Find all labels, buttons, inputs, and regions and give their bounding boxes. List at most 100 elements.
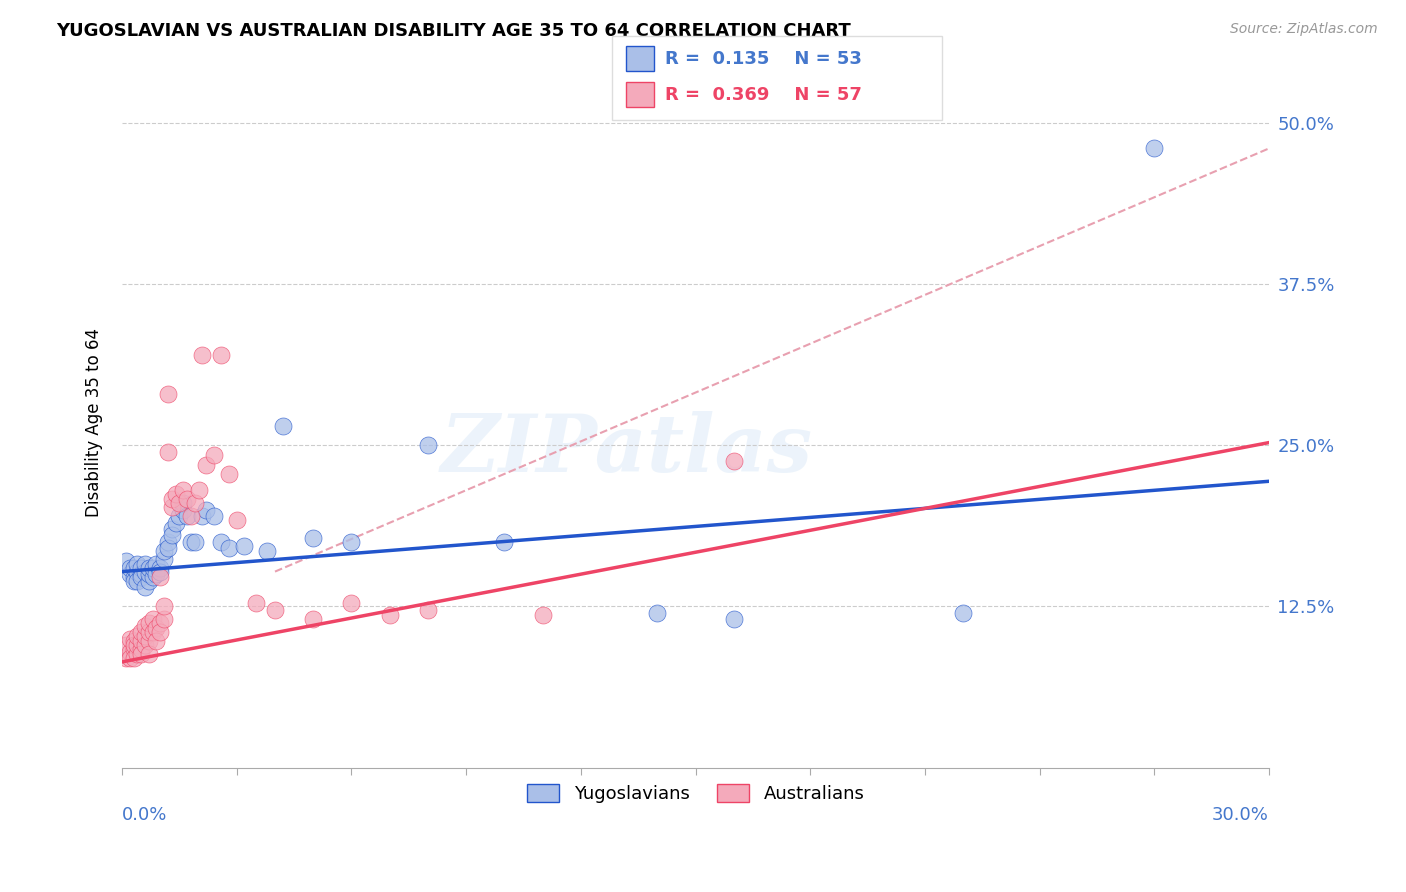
Point	[129, 625, 152, 640]
Point	[118, 632, 141, 646]
Point	[225, 513, 247, 527]
Point	[149, 625, 172, 640]
Point	[149, 565, 172, 579]
Point	[129, 647, 152, 661]
Point	[153, 551, 176, 566]
Point	[127, 574, 149, 588]
Point	[723, 612, 745, 626]
Point	[134, 619, 156, 633]
Point	[264, 603, 287, 617]
Point	[129, 570, 152, 584]
Point	[160, 528, 183, 542]
Y-axis label: Disability Age 35 to 64: Disability Age 35 to 64	[86, 328, 103, 517]
Point	[122, 570, 145, 584]
Point	[723, 453, 745, 467]
Point	[127, 629, 149, 643]
Point	[134, 557, 156, 571]
Point	[138, 625, 160, 640]
Point	[211, 348, 233, 362]
Point	[149, 616, 172, 631]
Point	[153, 612, 176, 626]
Point	[122, 651, 145, 665]
Point	[149, 560, 172, 574]
Point	[127, 638, 149, 652]
Point	[233, 539, 256, 553]
Point	[138, 567, 160, 582]
Point	[122, 638, 145, 652]
Point	[180, 535, 202, 549]
Point	[149, 570, 172, 584]
Text: YUGOSLAVIAN VS AUSTRALIAN DISABILITY AGE 35 TO 64 CORRELATION CHART: YUGOSLAVIAN VS AUSTRALIAN DISABILITY AGE…	[56, 22, 851, 40]
Point	[134, 629, 156, 643]
Point	[183, 496, 205, 510]
Point	[172, 496, 194, 510]
Point	[127, 647, 149, 661]
Point	[138, 560, 160, 574]
Point	[165, 487, 187, 501]
Point	[118, 560, 141, 574]
Point	[138, 647, 160, 661]
Point	[142, 560, 165, 574]
Point	[145, 621, 167, 635]
Point	[172, 483, 194, 498]
Point	[256, 544, 278, 558]
Point	[531, 608, 554, 623]
Point	[302, 612, 325, 626]
Point	[115, 651, 138, 665]
Point	[129, 567, 152, 582]
Point	[165, 516, 187, 530]
Point	[145, 567, 167, 582]
Point	[122, 642, 145, 657]
Point	[138, 616, 160, 631]
Point	[118, 567, 141, 582]
Point	[142, 625, 165, 640]
Point	[494, 535, 516, 549]
Point	[153, 544, 176, 558]
Point	[138, 574, 160, 588]
Point	[127, 557, 149, 571]
Text: ZIPatlas: ZIPatlas	[440, 411, 813, 489]
Point	[118, 644, 141, 658]
Point	[218, 467, 240, 481]
Text: Source: ZipAtlas.com: Source: ZipAtlas.com	[1230, 22, 1378, 37]
Point	[122, 634, 145, 648]
Point	[134, 580, 156, 594]
Point	[145, 634, 167, 648]
Point	[202, 509, 225, 524]
Point	[191, 509, 214, 524]
Point	[129, 560, 152, 574]
Point	[115, 554, 138, 568]
Point	[1143, 141, 1166, 155]
Point	[160, 522, 183, 536]
Point	[122, 560, 145, 574]
Point	[271, 418, 294, 433]
Point	[153, 599, 176, 614]
Point	[160, 500, 183, 514]
Point	[156, 535, 179, 549]
Point	[195, 458, 218, 472]
Point	[122, 574, 145, 588]
Point	[172, 502, 194, 516]
Point	[202, 449, 225, 463]
Point	[118, 651, 141, 665]
Text: R =  0.369    N = 57: R = 0.369 N = 57	[665, 86, 862, 103]
Point	[952, 606, 974, 620]
Point	[156, 444, 179, 458]
Point	[160, 492, 183, 507]
Point	[127, 565, 149, 579]
Point	[142, 612, 165, 626]
Point	[134, 565, 156, 579]
Point	[156, 541, 179, 556]
Point	[169, 496, 191, 510]
Point	[156, 386, 179, 401]
Point	[176, 509, 198, 524]
Point	[115, 638, 138, 652]
Legend: Yugoslavians, Australians: Yugoslavians, Australians	[519, 777, 872, 811]
Point	[218, 541, 240, 556]
Point	[183, 535, 205, 549]
Point	[138, 634, 160, 648]
Point	[176, 492, 198, 507]
Point	[211, 535, 233, 549]
Point	[340, 535, 363, 549]
Point	[142, 570, 165, 584]
